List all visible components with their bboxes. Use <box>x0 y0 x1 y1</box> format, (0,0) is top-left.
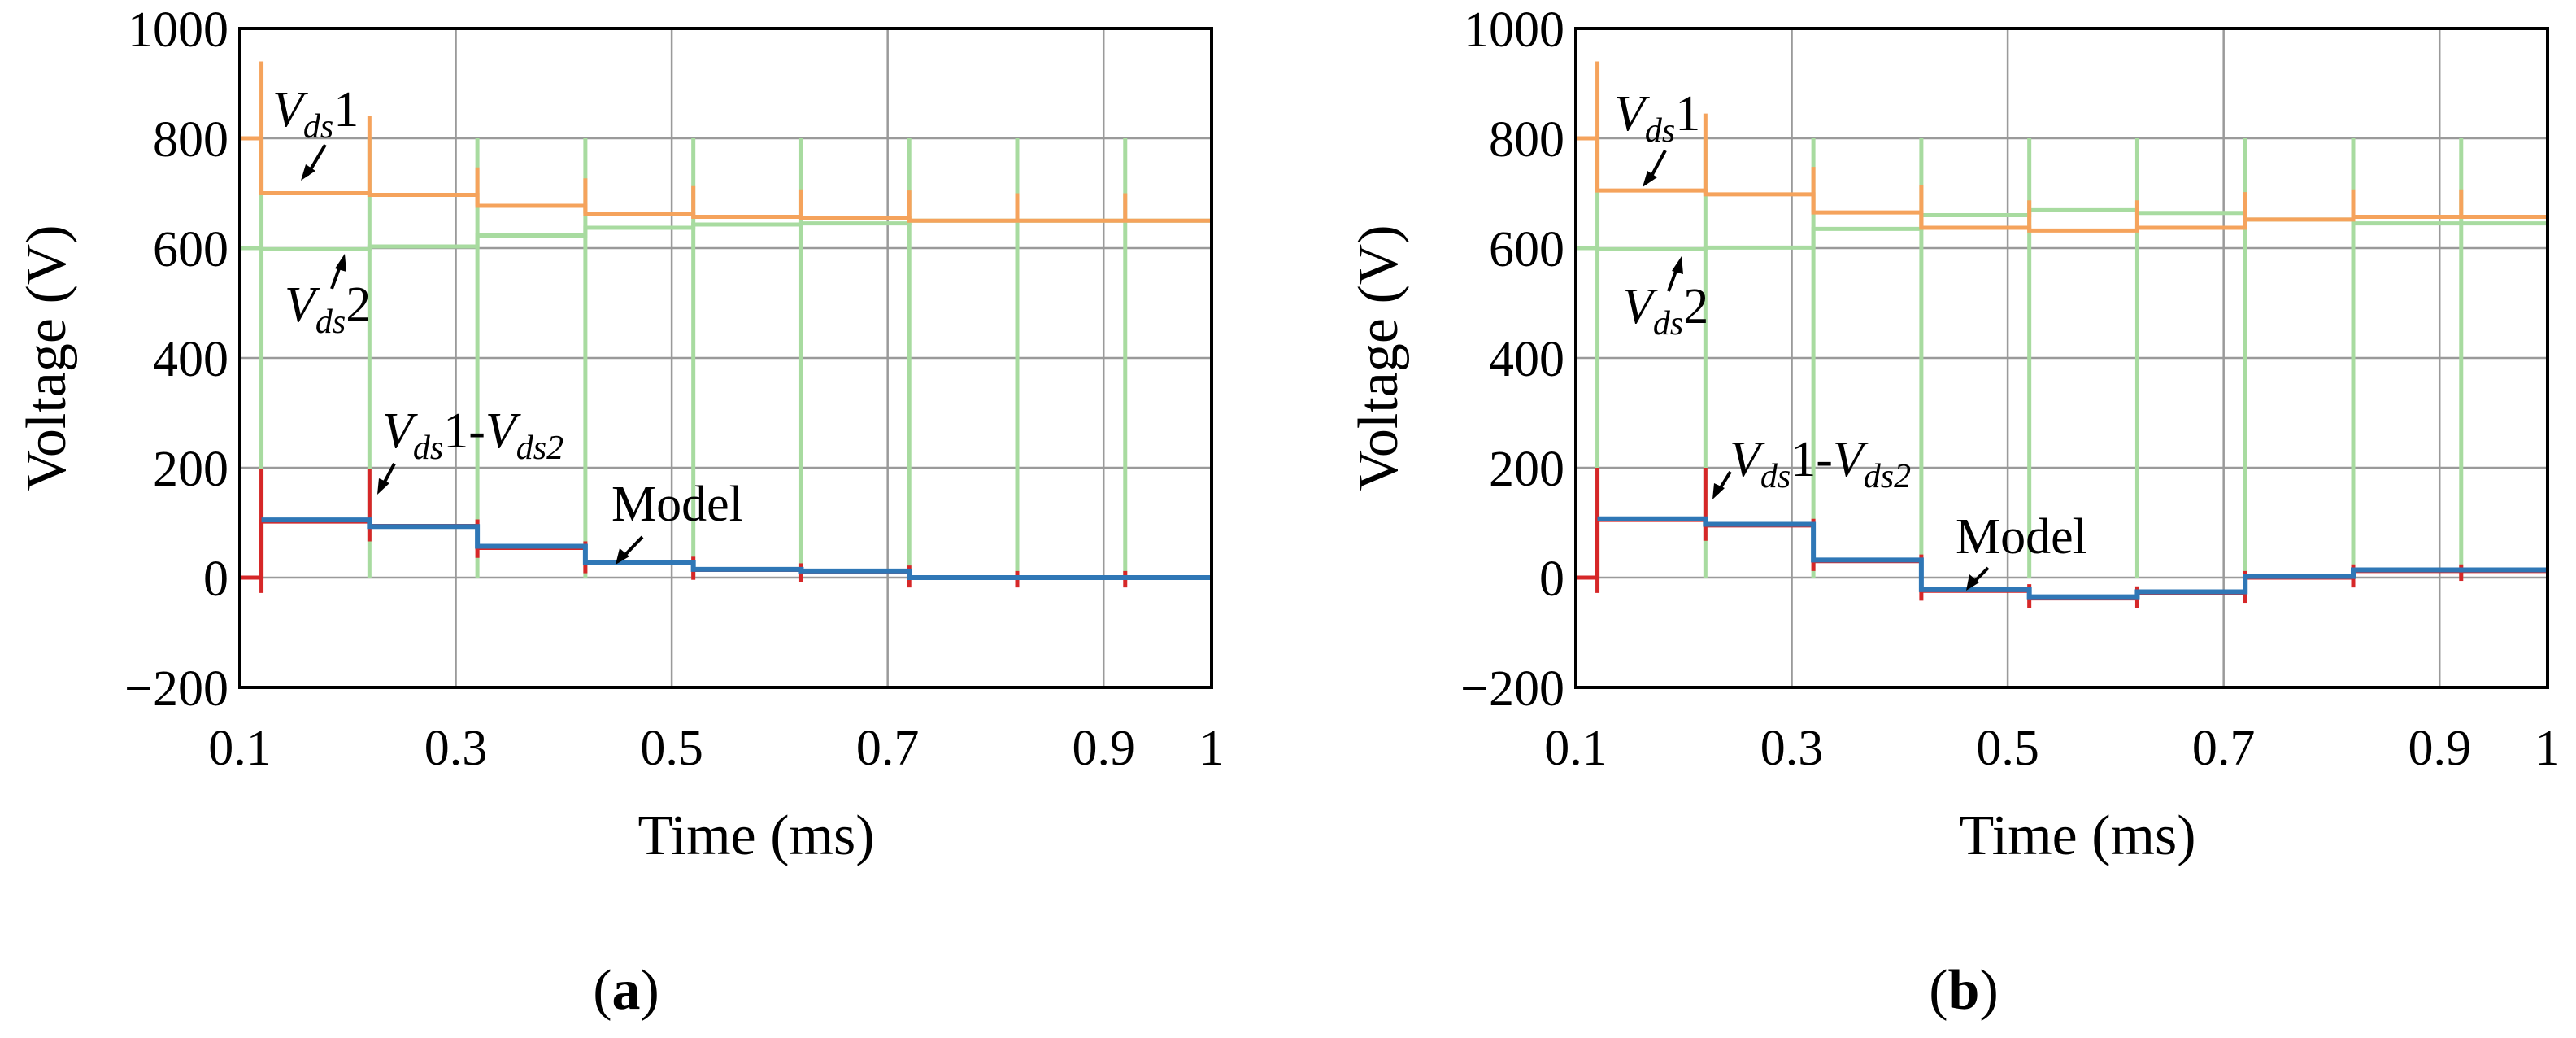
x-tick-label: 0.9 <box>1072 721 1135 776</box>
y-tick-label: 800 <box>1489 112 1564 168</box>
annotation-vds1-minus-vds2: Vds1-Vds2 <box>1730 432 1911 495</box>
x-tick-labels: 0.1 0.3 0.5 0.7 0.9 1 <box>208 721 1224 776</box>
annotation-model: Model <box>1956 509 2087 565</box>
arrow-vds2 <box>330 254 346 290</box>
y-tick-label: 1000 <box>128 2 228 58</box>
y-tick-label: 600 <box>1489 222 1564 277</box>
y-tick-label: 600 <box>153 222 228 277</box>
panel-label-a: (a) <box>593 959 659 1022</box>
y-tick-labels: −200 0 200 400 600 800 1000 <box>1460 2 1564 717</box>
series-line-vds1 <box>1576 136 2548 233</box>
y-tick-label: −200 <box>1460 661 1564 717</box>
grid-lines <box>238 27 1212 689</box>
series-group <box>240 61 1212 593</box>
arrow-diff <box>377 463 396 495</box>
plot-frame <box>238 27 1213 689</box>
chart-panel-a: −200 0 200 400 600 800 1000 0.1 0.3 0.5 0.7 0.9 1 V… <box>15 2 1225 1022</box>
chart-panel-b: −200 0 200 400 600 800 1000 0.1 0.3 0.5 0.7 0.9 1 V… <box>1347 2 2561 1022</box>
x-tick-label: 0.3 <box>424 721 488 776</box>
y-tick-label: 0 <box>1539 552 1564 607</box>
arrow-diff <box>1712 470 1732 499</box>
x-tick-label: 1 <box>1199 721 1225 776</box>
x-tick-label: 0.3 <box>1760 721 1824 776</box>
annotation-vds1: Vds1 <box>272 82 359 146</box>
series-line-vds2 <box>240 218 1212 251</box>
y-axis-label: Voltage (V) <box>1347 225 1410 491</box>
x-tick-label: 1 <box>2535 721 2561 776</box>
arrow-vds1 <box>1643 150 1667 187</box>
y-tick-label: −200 <box>124 661 228 717</box>
annotation-vds2: Vds2 <box>285 277 371 341</box>
x-axis-label: Time (ms) <box>637 805 874 867</box>
arrow-vds2 <box>1667 256 1683 292</box>
y-axis-label: Voltage (V) <box>15 225 78 491</box>
arrow-vds1 <box>301 143 327 181</box>
y-tick-label: 400 <box>153 332 228 387</box>
y-tick-label: 200 <box>153 442 228 497</box>
x-tick-label: 0.7 <box>856 721 920 776</box>
arrow-model <box>616 535 644 565</box>
annotation-vds1-minus-vds2: Vds1-Vds2 <box>382 403 564 467</box>
x-tick-label: 0.9 <box>2408 721 2471 776</box>
series-line-vds1 <box>240 136 1212 223</box>
panel-label-b: (b) <box>1929 959 1999 1022</box>
x-tick-label: 0.7 <box>2192 721 2256 776</box>
y-tick-label: 400 <box>1489 332 1564 387</box>
x-tick-labels: 0.1 0.3 0.5 0.7 0.9 1 <box>1544 721 2560 776</box>
x-tick-label: 0.5 <box>640 721 703 776</box>
annotation-vds2: Vds2 <box>1622 279 1708 342</box>
x-tick-label: 0.5 <box>1976 721 2039 776</box>
y-tick-label: 1000 <box>1464 2 1564 58</box>
series-line-model <box>261 517 1212 580</box>
y-tick-label: 0 <box>203 552 228 607</box>
series-line-model <box>1597 516 2548 600</box>
plot-frame <box>1574 27 2549 689</box>
y-tick-label: 800 <box>153 112 228 168</box>
arrow-model <box>1966 566 1990 591</box>
annotation-model: Model <box>611 477 743 532</box>
x-tick-label: 0.1 <box>208 721 272 776</box>
annotation-vds1: Vds1 <box>1614 86 1700 150</box>
x-tick-label: 0.1 <box>1544 721 1608 776</box>
y-tick-labels: −200 0 200 400 600 800 1000 <box>124 2 228 717</box>
x-axis-label: Time (ms) <box>1959 805 2195 867</box>
series-group <box>1576 61 2548 608</box>
y-tick-label: 200 <box>1489 442 1564 497</box>
grid-lines <box>1574 27 2548 689</box>
